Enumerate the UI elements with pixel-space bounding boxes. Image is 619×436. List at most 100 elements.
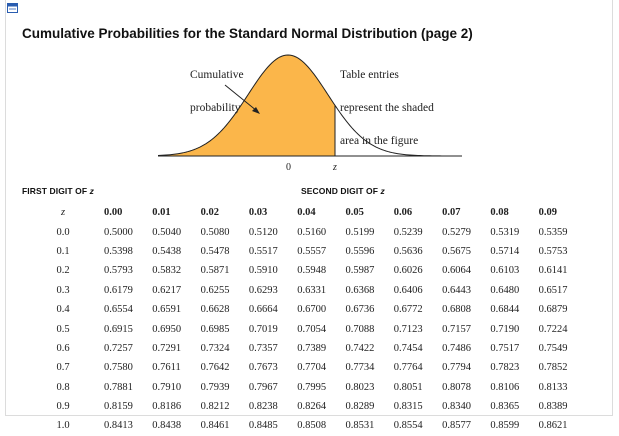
- first-digit-header: FIRST DIGIT OF z: [22, 186, 94, 196]
- column-header: 0.01: [152, 207, 171, 219]
- probability-cell: 0.7123: [393, 323, 423, 335]
- table-row: 0.6 0.7257 0.7291 0.7324 0.7357 0.7389 0.7422 0…: [22, 339, 587, 358]
- probability-cell: 0.8577: [442, 420, 471, 432]
- probability-cell: 0.7734: [345, 362, 375, 374]
- column-header: 0.04: [297, 207, 316, 219]
- table-row: 0.1 0.5398 0.5438 0.5478 0.5517 0.5557 0.5596 0…: [22, 242, 587, 261]
- probability-cell: 0.7517: [490, 342, 520, 354]
- probability-cell: 0.6293: [248, 284, 278, 296]
- probability-cell: 0.5753: [538, 245, 568, 257]
- probability-cell: 0.7673: [248, 362, 278, 374]
- z-value-cell: 0.8: [56, 381, 70, 393]
- probability-cell: 0.7910: [152, 381, 182, 393]
- probability-cell: 0.5517: [248, 245, 278, 257]
- probability-cell: 0.8186: [152, 401, 182, 413]
- second-digit-header: SECOND DIGIT OF z: [301, 186, 385, 196]
- document-icon[interactable]: [7, 3, 18, 13]
- probability-cell: 0.7764: [393, 362, 423, 374]
- probability-cell: 0.8365: [490, 401, 520, 413]
- probability-cell: 0.6368: [345, 284, 375, 296]
- probability-cell: 0.8508: [297, 420, 327, 432]
- probability-cell: 0.8315: [393, 401, 423, 413]
- probability-cell: 0.7881: [104, 381, 133, 393]
- probability-cell: 0.6179: [104, 284, 133, 296]
- z-variable: z: [89, 186, 94, 196]
- probability-cell: 0.5199: [345, 226, 375, 238]
- probability-cell: 0.7357: [248, 342, 278, 354]
- z-value-cell: 0.7: [56, 362, 70, 374]
- probability-cell: 0.6443: [442, 284, 471, 296]
- probability-cell: 0.7257: [104, 342, 133, 354]
- probability-cell: 0.7967: [248, 381, 278, 393]
- probability-cell: 0.7019: [248, 323, 278, 335]
- probability-cell: 0.8238: [248, 401, 278, 413]
- z-value-cell: 0.9: [56, 401, 70, 413]
- probability-cell: 0.6217: [152, 284, 182, 296]
- probability-cell: 0.6664: [248, 304, 278, 316]
- note-line: represent the shaded: [340, 102, 434, 114]
- probability-cell: 0.5557: [297, 245, 327, 257]
- probability-cell: 0.5319: [490, 226, 520, 238]
- table-row: 0.8 0.7881 0.7910 0.7939 0.7967 0.7995 0.8023 0…: [22, 378, 587, 397]
- cumulative-probability-label: Cumulative probability: [190, 48, 244, 136]
- second-digit-text: SECOND DIGIT OF: [301, 186, 381, 196]
- z-value-cell: 0.6: [56, 342, 70, 354]
- column-header: 0.03: [248, 207, 268, 219]
- probability-cell: 0.6141: [538, 265, 568, 277]
- probability-cell: 0.8133: [538, 381, 568, 393]
- probability-cell: 0.7157: [442, 323, 471, 335]
- z-value-cell: 1.0: [56, 420, 70, 432]
- probability-cell: 0.7486: [442, 342, 471, 354]
- probability-cell: 0.8106: [490, 381, 520, 393]
- probability-cell: 0.6844: [490, 304, 520, 316]
- probability-cell: 0.5714: [490, 245, 520, 257]
- shaded-area: [158, 55, 335, 156]
- page-title: Cumulative Probabilities for the Standar…: [22, 26, 473, 41]
- probability-cell: 0.6331: [297, 284, 327, 296]
- probability-cell: 0.7088: [345, 323, 375, 335]
- probability-cell: 0.6628: [200, 304, 230, 316]
- table-row: 0.3 0.6179 0.6217 0.6255 0.6293 0.6331 0.6368 0…: [22, 281, 587, 300]
- probability-cell: 0.8289: [345, 401, 375, 413]
- probability-cell: 0.7611: [152, 362, 181, 374]
- column-header: 0.09: [538, 207, 558, 219]
- probability-cell: 0.6064: [442, 265, 471, 277]
- table-body: 0.0 0.5000 0.5040 0.5080 0.5120 0.5160 0.5199 0…: [22, 222, 587, 435]
- pointer-arrowhead: [252, 107, 260, 114]
- probability-cell: 0.7704: [297, 362, 327, 374]
- z-value-cell: 0.4: [56, 304, 70, 316]
- note-line: Table entries: [340, 69, 399, 81]
- probability-cell: 0.6480: [490, 284, 520, 296]
- probability-cell: 0.8023: [345, 381, 375, 393]
- probability-cell: 0.7823: [490, 362, 520, 374]
- probability-cell: 0.6554: [104, 304, 133, 316]
- table-row: 0.2 0.5793 0.5832 0.5871 0.5910 0.5948 0.5987 0…: [22, 261, 587, 280]
- probability-cell: 0.5675: [442, 245, 471, 257]
- probability-cell: 0.5120: [248, 226, 278, 238]
- probability-cell: 0.7190: [490, 323, 520, 335]
- column-header: 0.06: [393, 207, 413, 219]
- probability-cell: 0.7995: [297, 381, 327, 393]
- probability-cell: 0.6879: [538, 304, 568, 316]
- probability-cell: 0.6026: [393, 265, 423, 277]
- probability-cell: 0.7389: [297, 342, 327, 354]
- probability-cell: 0.7852: [538, 362, 568, 374]
- probability-cell: 0.5636: [393, 245, 423, 257]
- probability-cell: 0.7422: [345, 342, 375, 354]
- table-header-row: z 0.00 0.01 0.02 0.03 0.04 0.05 0.06 0.0…: [22, 203, 587, 222]
- table-row: 1.0 0.8413 0.8438 0.8461 0.8485 0.8508 0.8531 0…: [22, 416, 587, 435]
- label-line: Cumulative: [190, 69, 244, 81]
- probability-cell: 0.5239: [393, 226, 423, 238]
- probability-cell: 0.5000: [104, 226, 133, 238]
- probability-cell: 0.5398: [104, 245, 133, 257]
- probability-cell: 0.5359: [538, 226, 568, 238]
- probability-cell: 0.7642: [200, 362, 230, 374]
- probability-cell: 0.7324: [200, 342, 230, 354]
- probability-cell: 0.7224: [538, 323, 568, 335]
- probability-cell: 0.5478: [200, 245, 230, 257]
- probability-cell: 0.8485: [248, 420, 278, 432]
- probability-cell: 0.5279: [442, 226, 471, 238]
- probability-table: z 0.00 0.01 0.02 0.03 0.04 0.05 0.06 0.0…: [22, 203, 587, 436]
- probability-cell: 0.8621: [538, 420, 568, 432]
- column-header: 0.05: [345, 207, 364, 219]
